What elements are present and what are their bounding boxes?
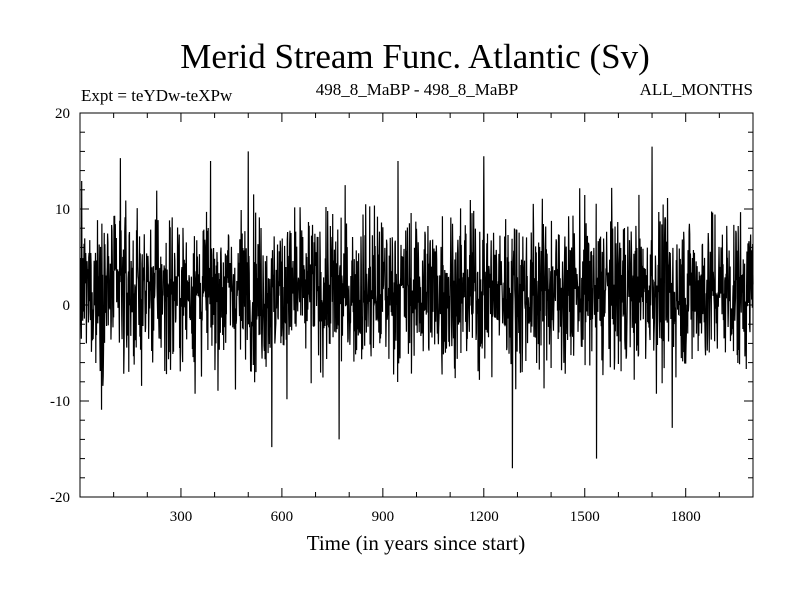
x-tick-label: 900 <box>372 509 395 525</box>
x-tick-label: 1800 <box>671 509 701 525</box>
x-tick-label: 600 <box>271 509 294 525</box>
x-axis: 300 600 900 1200 1500 1800 <box>113 113 720 525</box>
series-layer <box>79 146 754 469</box>
x-tick-label: 1200 <box>469 509 499 525</box>
series-line <box>79 146 754 469</box>
x-tick-label: 300 <box>170 509 193 525</box>
y-tick-label: 20 <box>55 106 70 122</box>
y-tick-label: 10 <box>55 202 70 218</box>
x-axis-label: Time (in years since start) <box>307 531 526 555</box>
months-label: ALL_MONTHS <box>640 80 753 99</box>
y-tick-label: -20 <box>50 490 70 506</box>
chart-title: Merid Stream Func. Atlantic (Sv) <box>180 37 650 76</box>
y-tick-label: -10 <box>50 394 70 410</box>
experiment-label: Expt = teYDw-teXPw <box>81 86 233 105</box>
plot-area: 300 600 900 1200 1500 1800 20 10 0 -10 -20 <box>50 106 754 525</box>
y-axis: 20 10 0 -10 -20 <box>50 106 753 506</box>
x-tick-label: 1500 <box>570 509 600 525</box>
period-label: 498_8_MaBP - 498_8_MaBP <box>316 80 518 99</box>
y-tick-label: 0 <box>63 298 71 314</box>
